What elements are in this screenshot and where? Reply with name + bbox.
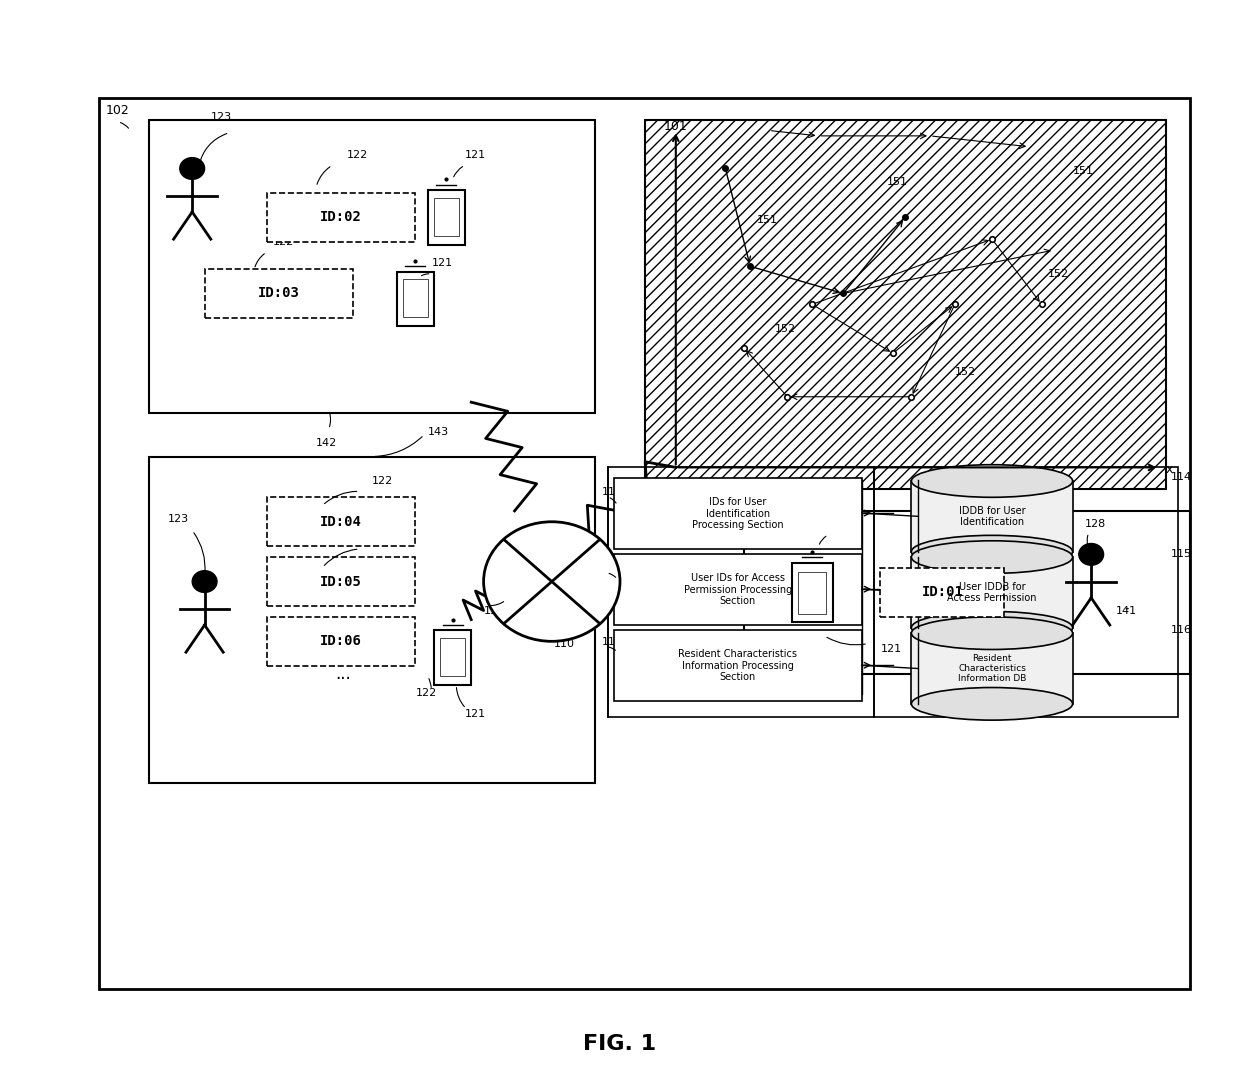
Bar (744, 511, 1190, 674)
Text: ...: ... (335, 665, 351, 684)
Text: 143: 143 (428, 427, 449, 437)
Text: ID:04: ID:04 (320, 515, 362, 528)
Text: 142: 142 (316, 438, 337, 448)
Bar (205, 268, 353, 317)
Text: FIG. 1: FIG. 1 (584, 1034, 656, 1053)
Bar (149, 457, 595, 783)
Text: 121: 121 (465, 150, 486, 160)
Text: 122: 122 (273, 237, 294, 247)
Bar (880, 567, 1004, 617)
Text: 152: 152 (955, 367, 976, 377)
Text: 121: 121 (432, 259, 453, 268)
Text: x: x (1166, 463, 1173, 476)
Bar (911, 633, 1073, 704)
Text: 102: 102 (105, 104, 129, 117)
Text: 116: 116 (1171, 625, 1192, 635)
Text: 122: 122 (415, 688, 436, 698)
Text: 115: 115 (1171, 549, 1192, 559)
Bar (614, 630, 862, 701)
Text: IDDB for User
Identification: IDDB for User Identification (959, 505, 1025, 527)
Text: 101: 101 (663, 121, 687, 134)
Text: 152: 152 (1048, 270, 1069, 279)
Ellipse shape (911, 541, 1073, 573)
Text: 111: 111 (601, 487, 622, 497)
Bar (608, 467, 874, 717)
Text: 112: 112 (601, 563, 622, 573)
Text: 123: 123 (167, 514, 188, 524)
Text: ID:02: ID:02 (320, 211, 362, 224)
Bar (267, 557, 415, 607)
Text: ID:06: ID:06 (320, 635, 362, 648)
Text: 121: 121 (880, 645, 901, 654)
Text: 122: 122 (372, 476, 393, 486)
Bar (434, 630, 471, 685)
Text: 128: 128 (1085, 520, 1106, 529)
Text: 113: 113 (601, 637, 622, 647)
Text: 122: 122 (818, 520, 839, 529)
Text: 122: 122 (372, 536, 393, 546)
Circle shape (484, 522, 620, 641)
Circle shape (192, 571, 217, 592)
Text: 131: 131 (484, 607, 505, 616)
Text: 123: 123 (211, 112, 232, 122)
Circle shape (1079, 544, 1104, 565)
Text: 141: 141 (1116, 607, 1137, 616)
Bar (614, 478, 862, 549)
Text: 151: 151 (1073, 166, 1094, 176)
Circle shape (180, 158, 205, 179)
Bar (267, 498, 415, 546)
Bar (614, 554, 862, 625)
Text: IDs for User
Identification
Processing Section: IDs for User Identification Processing S… (692, 497, 784, 530)
Bar (911, 480, 1073, 551)
Text: 151: 151 (756, 215, 777, 225)
Ellipse shape (911, 617, 1073, 650)
Text: ID:05: ID:05 (320, 575, 362, 588)
Ellipse shape (911, 535, 1073, 567)
Bar (874, 467, 1178, 717)
Text: User IDs for Access
Permission Processing
Section: User IDs for Access Permission Processin… (683, 573, 792, 607)
Text: 152: 152 (775, 324, 796, 334)
Text: 122: 122 (347, 150, 368, 160)
Bar (792, 563, 833, 622)
Text: ID:01: ID:01 (921, 586, 963, 599)
Bar (267, 617, 415, 665)
Bar (645, 120, 1166, 489)
Bar (434, 198, 459, 236)
Bar (428, 190, 465, 245)
Bar (99, 98, 1190, 989)
Text: 110: 110 (554, 639, 575, 649)
Text: Resident Characteristics
Information Processing
Section: Resident Characteristics Information Pro… (678, 649, 797, 683)
Bar (267, 192, 415, 241)
Bar (440, 638, 465, 676)
Text: User IDDB for
Access Permission: User IDDB for Access Permission (947, 582, 1037, 603)
Text: Resident
Characteristics
Information DB: Resident Characteristics Information DB (957, 653, 1027, 684)
Text: 121: 121 (465, 710, 486, 720)
Bar (403, 279, 428, 317)
Text: 114: 114 (1171, 473, 1192, 483)
Ellipse shape (911, 611, 1073, 644)
Text: 151: 151 (887, 177, 908, 187)
Ellipse shape (911, 465, 1073, 498)
Bar (799, 572, 826, 613)
Bar (397, 272, 434, 326)
Ellipse shape (911, 688, 1073, 720)
Bar (149, 120, 595, 413)
Text: ID:03: ID:03 (258, 287, 300, 300)
Bar (911, 557, 1073, 628)
